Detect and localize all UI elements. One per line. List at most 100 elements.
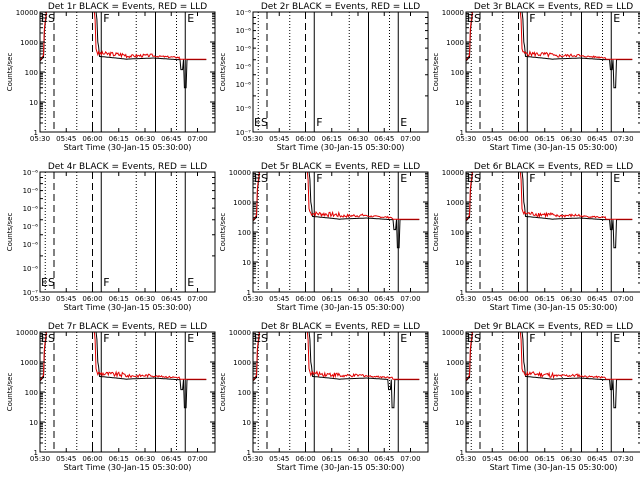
flag-e: E: [187, 332, 194, 345]
flag-f: F: [103, 12, 109, 25]
flag-f: F: [103, 276, 109, 289]
x-tick-label: 05:45: [269, 455, 289, 463]
flag-f: F: [529, 12, 535, 25]
x-tick-label: 06:00: [508, 295, 528, 303]
y-minor-tick-label: 10⁻⁶: [23, 223, 39, 231]
x-tick-label: 05:45: [56, 135, 76, 143]
flag-e: E: [187, 12, 194, 25]
flag-es: ES: [467, 332, 481, 345]
x-tick-label: 06:30: [561, 455, 581, 463]
x-tick-label: 05:30: [243, 455, 263, 463]
axes-frame: [39, 11, 216, 133]
y-axis-label: Counts/sec: [432, 213, 440, 252]
y-tick-label: 10000: [229, 169, 251, 177]
y-axis-label: Counts/sec: [432, 373, 440, 412]
y-axis-label: Counts/sec: [219, 53, 227, 92]
x-tick-label: 05:45: [269, 135, 289, 143]
x-tick-label: 07:30: [613, 455, 633, 463]
flag-f: F: [529, 172, 535, 185]
x-tick-label: 06:15: [109, 135, 129, 143]
y-minor-tick-label: 10⁻⁶: [23, 241, 39, 249]
x-tick-label: 06:45: [374, 295, 394, 303]
flag-e: E: [187, 276, 194, 289]
x-tick-label: 06:15: [535, 295, 555, 303]
y-axis-label: Counts/sec: [219, 213, 227, 252]
x-axis-label: Start Time (30-Jan-15 05:30:00): [490, 303, 618, 312]
y-tick-label: 10⁻⁶: [23, 169, 39, 177]
y-tick-label: 10000: [442, 169, 464, 177]
y-tick-label: 10: [242, 259, 251, 267]
y-axis-label: Counts/sec: [6, 373, 14, 412]
axes-frame: [252, 11, 429, 133]
y-tick-label: 10: [455, 99, 464, 107]
flag-e: E: [613, 172, 620, 185]
x-tick-label: 05:45: [482, 455, 502, 463]
axes-frame: [465, 171, 640, 293]
x-axis-label: Start Time (30-Jan-15 05:30:00): [64, 143, 192, 152]
x-tick-label: 06:45: [587, 455, 607, 463]
y-tick-label: 100: [238, 389, 251, 397]
x-tick-label: 06:30: [135, 295, 155, 303]
y-tick-label: 10⁻⁷: [236, 129, 252, 137]
panel-title: Det 7r BLACK = Events, RED = LLD: [48, 322, 207, 332]
series-events-line: [40, 332, 207, 409]
x-tick-label: 05:45: [56, 455, 76, 463]
x-tick-label: 06:00: [508, 135, 528, 143]
series-lld-line: [466, 12, 633, 61]
x-tick-label: 05:45: [269, 295, 289, 303]
plot-area: [466, 172, 633, 292]
panel-title: Det 6r BLACK = Events, RED = LLD: [474, 162, 633, 172]
series-events-line: [253, 172, 420, 249]
x-axis-label: Start Time (30-Jan-15 05:30:00): [277, 143, 405, 152]
x-tick-label: 05:30: [456, 455, 476, 463]
y-tick-label: 10: [455, 419, 464, 427]
x-tick-label: 05:45: [56, 295, 76, 303]
x-tick-label: 06:15: [109, 295, 129, 303]
x-tick-label: 06:30: [561, 295, 581, 303]
panel-title: Det 8r BLACK = Events, RED = LLD: [261, 322, 420, 332]
series-lld-line: [253, 172, 420, 221]
y-tick-label: 1000: [233, 359, 251, 367]
series-lld-line: [466, 172, 633, 221]
x-tick-label: 06:00: [82, 295, 102, 303]
x-tick-label: 06:15: [109, 455, 129, 463]
y-tick-label: 10: [455, 259, 464, 267]
x-tick-label: 06:45: [161, 295, 181, 303]
x-tick-label: 07:00: [187, 455, 207, 463]
flag-e: E: [400, 116, 407, 129]
flag-e: E: [613, 12, 620, 25]
y-tick-label: 1000: [20, 39, 38, 47]
x-tick-label: 07:00: [187, 135, 207, 143]
y-tick-label: 100: [25, 69, 38, 77]
x-tick-label: 05:30: [243, 295, 263, 303]
x-axis-label: Start Time (30-Jan-15 05:30:00): [64, 303, 192, 312]
series-lld-line: [40, 332, 207, 381]
y-tick-label: 10000: [229, 329, 251, 337]
x-tick-label: 06:30: [348, 135, 368, 143]
x-tick-label: 06:45: [374, 135, 394, 143]
axes-frame: [465, 331, 640, 453]
x-tick-label: 06:45: [161, 135, 181, 143]
x-axis-label: Start Time (30-Jan-15 05:30:00): [490, 463, 618, 472]
panel-title: Det 3r BLACK = Events, RED = LLD: [474, 2, 633, 12]
x-axis-label: Start Time (30-Jan-15 05:30:00): [277, 463, 405, 472]
plot-area: [44, 172, 186, 292]
y-tick-label: 1000: [446, 199, 464, 207]
y-tick-label: 10000: [16, 9, 38, 17]
x-tick-label: 06:00: [295, 295, 315, 303]
x-tick-label: 06:15: [322, 455, 342, 463]
plot-area: [40, 12, 207, 132]
x-tick-label: 05:45: [482, 295, 502, 303]
y-tick-label: 1: [247, 449, 251, 457]
x-tick-label: 05:45: [482, 135, 502, 143]
y-tick-label: 1: [34, 129, 38, 137]
panel-title: Det 2r BLACK = Events, RED = LLD: [261, 2, 420, 12]
series-events-line: [466, 12, 633, 89]
x-tick-label: 06:45: [374, 455, 394, 463]
axes-frame: [252, 171, 429, 293]
